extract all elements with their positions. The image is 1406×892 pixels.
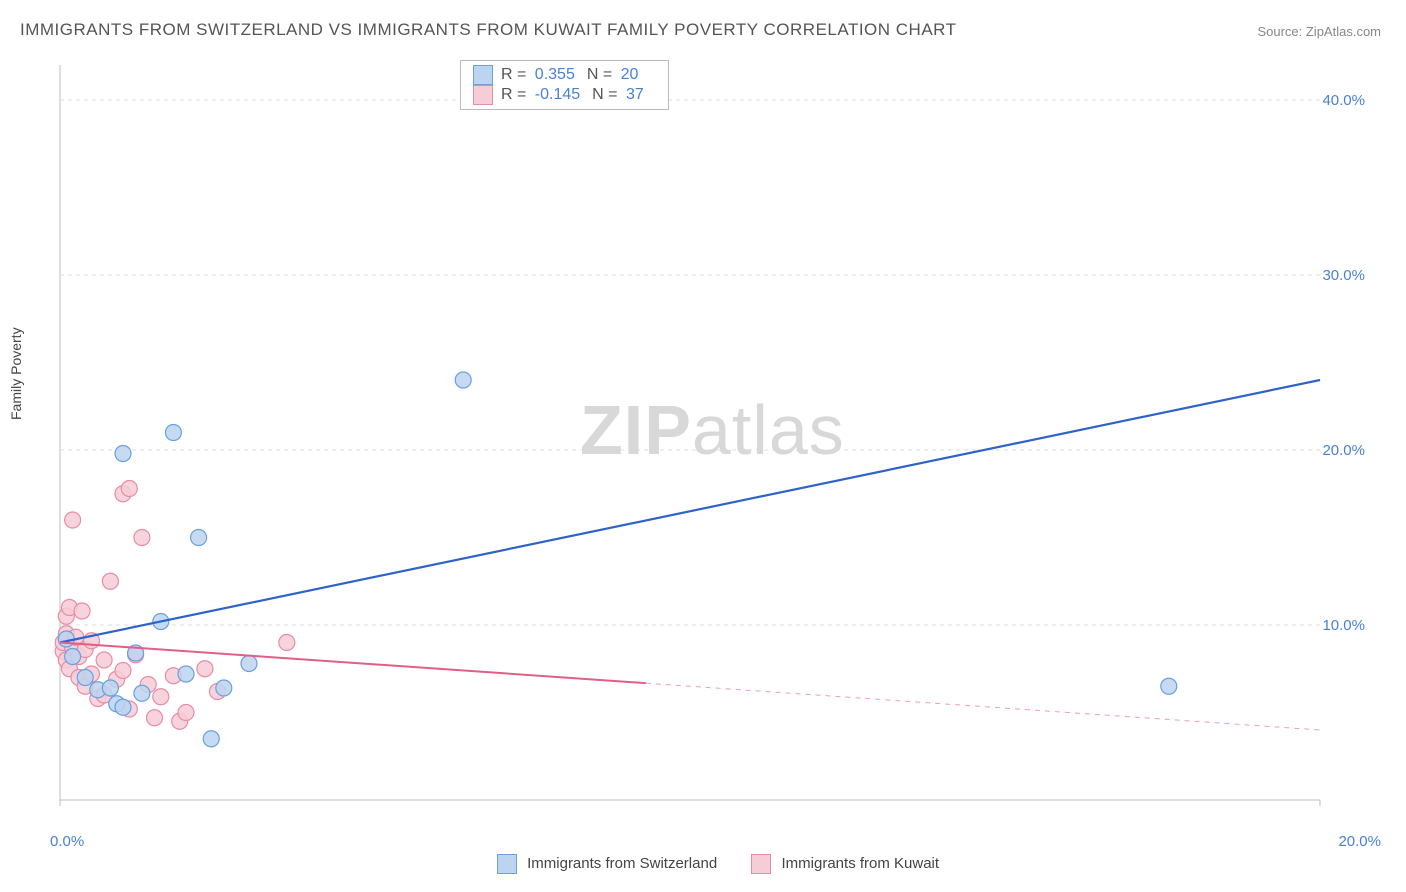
correlation-chart: 10.0% 20.0% 30.0% 40.0% — [50, 55, 1380, 815]
svg-text:20.0%: 20.0% — [1322, 442, 1365, 459]
y-axis-label: Family Poverty — [8, 327, 24, 420]
chart-title: IMMIGRANTS FROM SWITZERLAND VS IMMIGRANT… — [20, 20, 957, 40]
x-tick-max: 20.0% — [1338, 833, 1381, 850]
legend-swatch-1 — [497, 854, 517, 874]
legend: Immigrants from Switzerland Immigrants f… — [0, 854, 1406, 874]
svg-text:40.0%: 40.0% — [1322, 92, 1365, 109]
svg-text:10.0%: 10.0% — [1322, 617, 1365, 634]
legend-label-2: Immigrants from Kuwait — [782, 855, 940, 872]
svg-text:30.0%: 30.0% — [1322, 267, 1365, 284]
legend-label-1: Immigrants from Switzerland — [527, 855, 717, 872]
stats-box: R = 0.355N = 20R = -0.145N = 37 — [460, 60, 669, 110]
x-tick-min: 0.0% — [50, 833, 84, 850]
source-label: Source: ZipAtlas.com — [1257, 24, 1381, 39]
legend-swatch-2 — [751, 854, 771, 874]
